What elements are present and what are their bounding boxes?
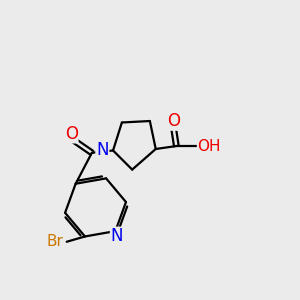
Text: OH: OH [198, 139, 221, 154]
Text: O: O [65, 125, 78, 143]
Text: N: N [111, 227, 123, 245]
Text: O: O [167, 112, 180, 130]
Text: N: N [96, 142, 109, 160]
Text: Br: Br [46, 234, 63, 249]
